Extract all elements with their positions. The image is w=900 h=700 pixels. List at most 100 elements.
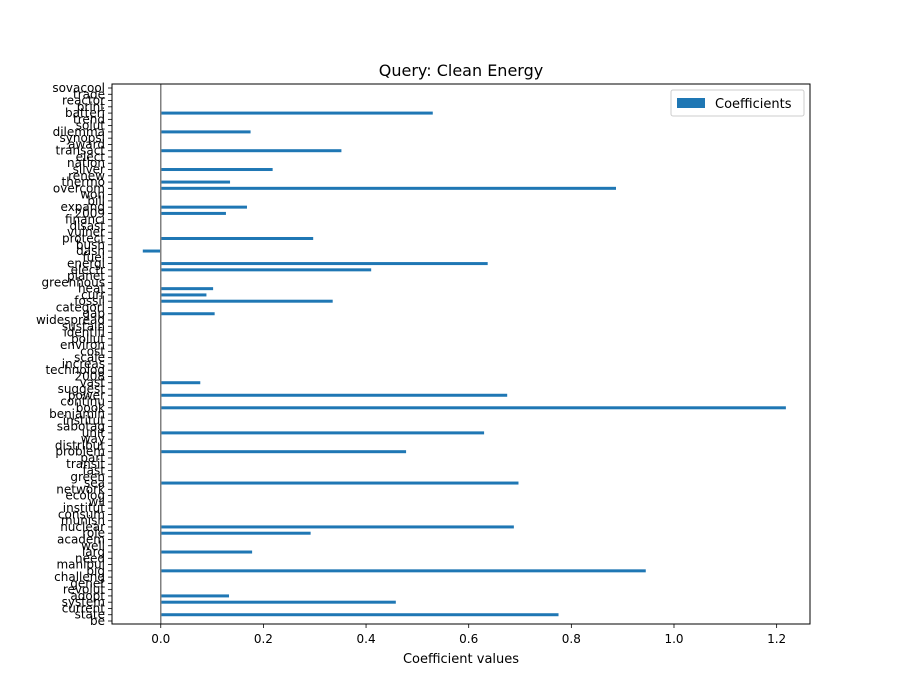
x-tick-label: 1.0 xyxy=(664,632,683,646)
y-tick-label: trend xyxy=(73,112,105,126)
bar-thermo xyxy=(160,180,231,184)
y-tick-label: protect xyxy=(62,231,105,245)
bar-protect xyxy=(160,236,314,240)
bar-gap xyxy=(160,312,215,316)
bar-electr xyxy=(160,268,372,272)
y-tick-label: renew xyxy=(68,169,105,183)
y-tick-label: power xyxy=(68,388,105,402)
y-tick-label: trade xyxy=(73,87,105,101)
y-tick-label: categori xyxy=(56,300,105,314)
bar-book xyxy=(160,406,786,410)
bar-adopt xyxy=(160,594,230,598)
bar-expand xyxy=(160,205,247,209)
y-tick-label: synopsi xyxy=(59,131,105,145)
y-tick-label: environ xyxy=(60,338,105,352)
bar-2009 xyxy=(160,211,226,215)
y-tick-label: problem xyxy=(55,445,105,459)
y-tick-label: part xyxy=(80,451,105,465)
y-tick-label: disast xyxy=(69,219,105,233)
y-tick-label: role xyxy=(82,526,105,540)
y-tick-label: curr xyxy=(81,288,105,302)
y-tick-label: transact xyxy=(55,144,105,158)
y-tick-label: sabotag xyxy=(57,420,105,434)
y-tick-label: larg xyxy=(82,545,105,559)
x-tick-label: 0.6 xyxy=(459,632,478,646)
bar-silver xyxy=(160,168,273,172)
y-tick-label: unit xyxy=(82,426,106,440)
bar-vast xyxy=(160,381,201,385)
y-tick-label: big xyxy=(86,564,105,578)
bar-heat xyxy=(160,287,214,291)
y-tick-label: electr xyxy=(71,263,105,277)
y-tick-label: institut xyxy=(63,501,106,515)
bar-dilemma xyxy=(160,130,251,134)
y-tick-label: financi xyxy=(65,213,105,227)
x-axis-ticks: 0.0 0.2 0.4 0.6 0.8 1.0 1.2 xyxy=(151,624,786,646)
x-tick-label: 0.0 xyxy=(151,632,170,646)
y-tick-label: widespread xyxy=(36,313,105,327)
y-tick-label: thermo xyxy=(62,175,105,189)
y-tick-label: batteri xyxy=(65,106,105,120)
bar-system xyxy=(160,600,396,604)
x-tick-label: 1.2 xyxy=(767,632,786,646)
y-tick-label: expand xyxy=(61,200,105,214)
y-tick-label: fast xyxy=(82,464,105,478)
y-tick-label: manipul xyxy=(56,558,105,572)
y-tick-label: way xyxy=(81,432,105,446)
bar-overcom xyxy=(160,186,616,190)
y-tick-label: sustain xyxy=(62,319,105,333)
bar-batteri xyxy=(160,111,433,115)
y-tick-label: suggest xyxy=(58,382,106,396)
bar-dash xyxy=(142,249,161,253)
y-tick-label: reactor xyxy=(62,94,105,108)
y-tick-label: adopt xyxy=(70,589,105,603)
y-tick-label: need xyxy=(75,551,105,565)
y-tick-label: network xyxy=(56,482,105,496)
y-tick-label: nation xyxy=(67,156,105,170)
y-tick-label: planet xyxy=(67,269,105,283)
y-tick-label: green xyxy=(70,470,105,484)
y-tick-label: wil xyxy=(89,495,105,509)
bar-energi xyxy=(160,262,488,266)
x-axis-label: Coefficient values xyxy=(403,652,519,667)
y-tick-label: challeng xyxy=(54,570,105,584)
y-tick-label: elect xyxy=(76,150,106,164)
bar-larg xyxy=(160,550,253,554)
y-tick-label: print xyxy=(77,100,105,114)
y-tick-label: benjamin xyxy=(49,407,105,421)
y-tick-label: book xyxy=(76,401,105,415)
y-tick-label: continu xyxy=(60,395,105,409)
x-tick-label: 0.4 xyxy=(357,632,376,646)
x-tick-label: 0.2 xyxy=(254,632,273,646)
y-tick-label: system xyxy=(62,595,105,609)
y-axis-ticks: bestatecurrentsystemadoptrevolutgenetcha… xyxy=(36,81,112,628)
y-tick-label: dash xyxy=(76,244,105,258)
y-tick-label: bill xyxy=(87,194,105,208)
bars-group xyxy=(142,111,786,617)
y-tick-label: genet xyxy=(70,576,105,590)
y-tick-label: technolog xyxy=(45,363,105,377)
bar-fossil xyxy=(160,299,333,303)
y-tick-label: state xyxy=(75,608,105,622)
y-tick-label: well xyxy=(81,539,105,553)
y-tick-label: 2008 xyxy=(74,369,105,383)
y-tick-label: bush xyxy=(76,238,105,252)
y-tick-label: heat xyxy=(78,282,105,296)
y-tick-label: silver xyxy=(73,163,105,177)
bar-state xyxy=(160,613,559,617)
y-tick-label: scale xyxy=(74,351,105,365)
legend-box xyxy=(670,89,805,117)
y-tick-label: vast xyxy=(80,376,106,390)
y-tick-label: munish xyxy=(61,514,105,528)
y-tick-label: gap xyxy=(82,307,105,321)
y-tick-label: dilemma xyxy=(53,125,105,139)
y-tick-label: won xyxy=(80,188,105,202)
y-tick-label: overcom xyxy=(53,181,105,195)
legend: Coefficients xyxy=(670,89,805,117)
y-tick-label: greenhous xyxy=(42,275,105,289)
x-tick-label: 0.8 xyxy=(562,632,581,646)
bar-problem xyxy=(160,450,407,454)
legend-label: Coefficients xyxy=(715,97,792,112)
